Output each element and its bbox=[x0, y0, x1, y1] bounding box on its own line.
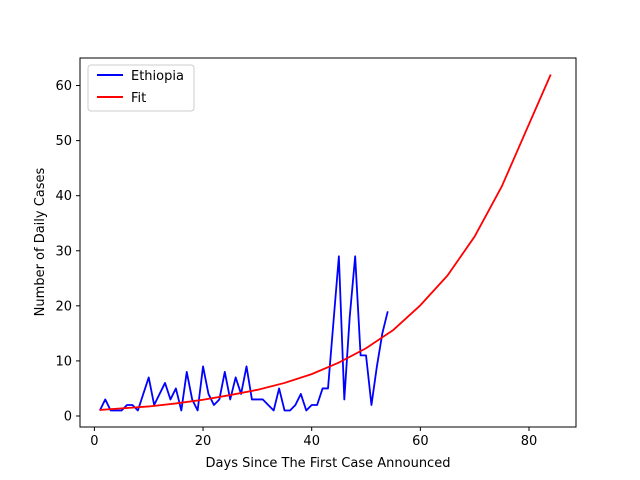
x-axis-label: Days Since The First Case Announced bbox=[206, 456, 451, 471]
legend-box bbox=[87, 64, 195, 112]
plot-area-frame bbox=[79, 57, 577, 428]
y-tick-label: 60 bbox=[55, 79, 72, 94]
y-tick-label: 30 bbox=[55, 244, 72, 259]
x-tick-label: 40 bbox=[303, 434, 320, 449]
y-tick-label: 20 bbox=[55, 299, 72, 314]
x-tick-label: 0 bbox=[90, 434, 98, 449]
y-axis-ticks: 0 10 20 30 40 50 60 bbox=[55, 79, 80, 424]
legend: Ethiopia Fit bbox=[87, 64, 195, 112]
y-tick-label: 10 bbox=[55, 354, 72, 369]
legend-label-fit: Fit bbox=[131, 91, 146, 106]
legend-label-ethiopia: Ethiopia bbox=[131, 69, 184, 84]
x-tick-label: 80 bbox=[521, 434, 538, 449]
series-line-ethiopia bbox=[99, 255, 389, 412]
y-tick-label: 40 bbox=[55, 189, 72, 204]
x-tick-label: 20 bbox=[195, 434, 212, 449]
series-layer bbox=[99, 74, 552, 412]
series-line-fit bbox=[99, 74, 552, 411]
x-axis-ticks: 0 20 40 60 80 bbox=[90, 427, 537, 449]
y-tick-label: 0 bbox=[64, 409, 72, 424]
x-tick-label: 60 bbox=[412, 434, 429, 449]
y-axis-label: Number of Daily Cases bbox=[33, 167, 48, 316]
y-tick-label: 50 bbox=[55, 134, 72, 149]
